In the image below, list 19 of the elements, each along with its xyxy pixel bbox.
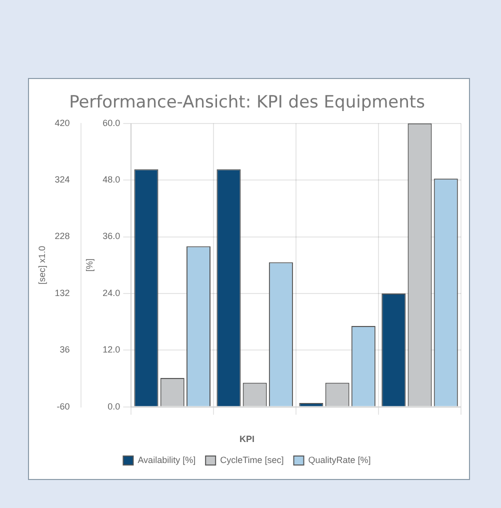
y2-tick-label: 36 [60, 344, 70, 355]
y2-tick-label: 324 [54, 174, 70, 185]
y2-tick-label: -60 [56, 401, 70, 412]
y2-axis-title: [sec] x1.0 [36, 246, 47, 284]
legend-label: Availability [%] [138, 454, 196, 465]
y-tick-label: 36.0 [102, 231, 120, 242]
legend-label: CycleTime [sec] [220, 454, 284, 465]
y-tick-label: 0.0 [108, 401, 120, 412]
y-axis-title: [%] [84, 258, 95, 272]
y2-tick-label: 132 [54, 288, 70, 298]
y-tick-label: 60.0 [102, 118, 120, 128]
y2-tick-label: 228 [54, 231, 70, 242]
y-tick-label: 24.0 [102, 288, 120, 298]
legend-label: QualityRate [%] [308, 454, 371, 465]
legend-title: KPI [239, 434, 255, 444]
chart-title: Performance-Ansicht: KPI des Equipments [69, 92, 426, 113]
y-tick-label: 12.0 [102, 344, 120, 355]
y2-tick-label: 420 [54, 118, 70, 128]
y-tick-label: 48.0 [102, 174, 120, 185]
